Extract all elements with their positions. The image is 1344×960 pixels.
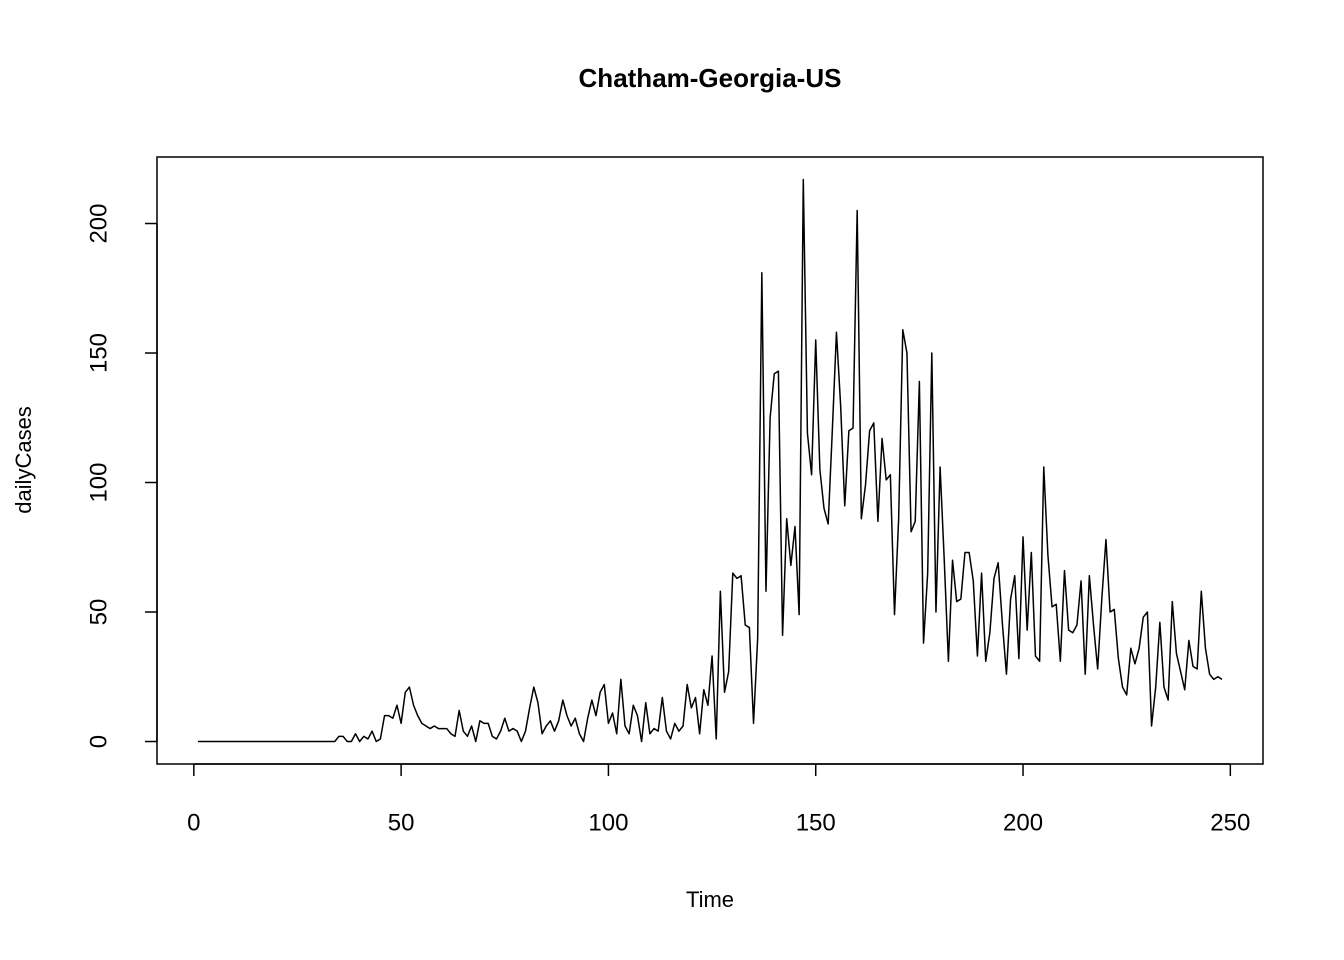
x-tick-label: 50 (388, 809, 415, 836)
y-tick-label: 150 (85, 333, 112, 373)
x-tick-label: 0 (187, 809, 200, 836)
y-tick-label: 0 (85, 735, 112, 748)
y-tick-label: 50 (85, 599, 112, 626)
data-line (197, 178, 1223, 743)
x-tick-label: 100 (588, 809, 628, 836)
y-axis-label: dailyCases (11, 406, 36, 514)
x-axis-label: Time (686, 887, 734, 912)
y-tick-label: 200 (85, 203, 112, 243)
y-tick-label: 100 (85, 462, 112, 502)
x-tick-label: 200 (1003, 809, 1043, 836)
x-tick-label: 250 (1210, 809, 1250, 836)
x-tick-label: 150 (796, 809, 836, 836)
chart-title: Chatham-Georgia-US (579, 63, 842, 93)
